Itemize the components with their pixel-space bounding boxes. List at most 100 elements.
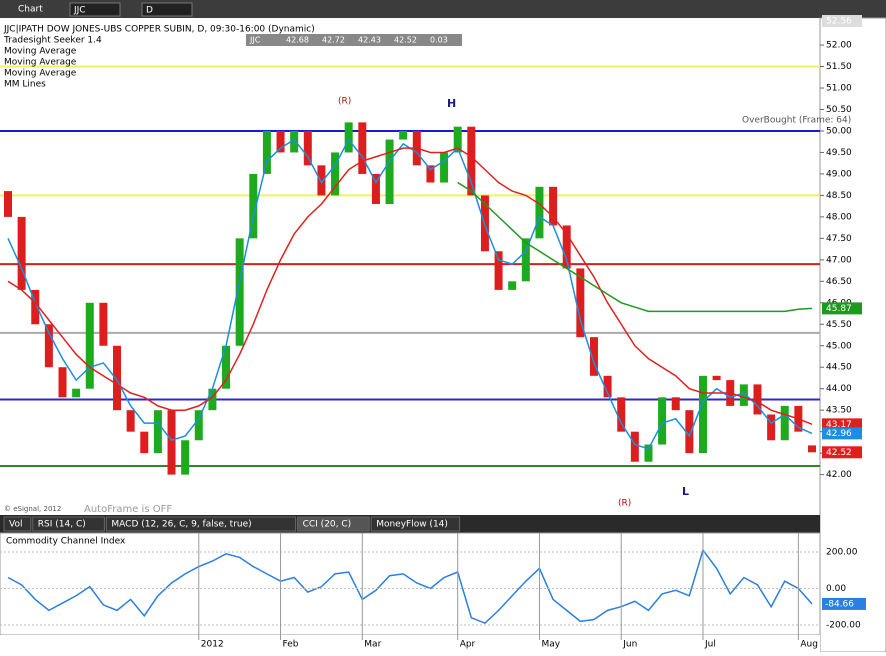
price-tag-label: 42.96 xyxy=(826,429,852,439)
candle xyxy=(644,444,653,462)
y-tick-label: 47.50 xyxy=(826,234,852,244)
tab-label[interactable]: MoneyFlow (14) xyxy=(376,520,448,530)
interval-box[interactable] xyxy=(141,2,193,17)
candle xyxy=(181,440,190,475)
price-tag-label: -84.66 xyxy=(825,599,854,609)
candle xyxy=(494,251,503,290)
y-tick-label: 52.00 xyxy=(826,41,852,51)
annotation: (R) xyxy=(618,499,631,509)
quote-value: 42.52 xyxy=(394,36,417,45)
tab[interactable] xyxy=(105,516,297,532)
x-tick-label: May xyxy=(541,640,560,650)
candle xyxy=(671,397,680,411)
candle xyxy=(617,397,626,432)
y-tick-label: 50.50 xyxy=(826,105,852,115)
y-tick-label: 51.50 xyxy=(826,62,852,72)
x-tick-label: Jul xyxy=(704,640,716,650)
x-tick-label: Feb xyxy=(283,640,299,650)
price-tag xyxy=(822,446,862,459)
candle xyxy=(767,414,776,441)
y-tick-label: 49.50 xyxy=(826,148,852,158)
price-tag-label: 45.87 xyxy=(826,304,852,314)
candle xyxy=(698,375,707,454)
chart-title: JJC|IPATH DOW JONES-UBS COPPER SUBIN, D,… xyxy=(3,25,315,35)
y-tick-label: 49.00 xyxy=(826,169,852,179)
price-pane xyxy=(0,18,820,515)
tab-label[interactable]: Vol xyxy=(9,520,22,530)
indicator-line xyxy=(457,181,813,313)
candle xyxy=(576,268,585,338)
legend-entry: Tradesight Seeker 1.4 xyxy=(3,36,102,46)
tab[interactable] xyxy=(370,516,461,532)
symbol[interactable]: JJC xyxy=(73,6,86,16)
legend-entry: Moving Average xyxy=(4,69,77,79)
tab[interactable] xyxy=(297,516,370,532)
y-tick-label: 44.00 xyxy=(826,384,852,394)
candle xyxy=(344,122,353,153)
candle xyxy=(290,130,299,153)
price-tag xyxy=(822,418,862,431)
legend-entry: Moving Average xyxy=(4,58,77,68)
y-tick-label: 46.50 xyxy=(826,277,852,287)
toolbar xyxy=(0,0,886,18)
tab-label[interactable]: MACD (12, 26, C, 9, false, true) xyxy=(111,520,251,530)
price-tag xyxy=(822,427,862,440)
date-axis xyxy=(0,635,820,652)
candle xyxy=(426,165,435,183)
candle xyxy=(399,130,408,140)
x-tick-label: Apr xyxy=(460,640,476,650)
candle xyxy=(630,431,639,462)
candle xyxy=(521,238,530,282)
axis-pane xyxy=(819,17,886,653)
quote-value: 42.43 xyxy=(358,36,381,45)
interval[interactable]: D xyxy=(146,6,153,16)
annotation: H xyxy=(447,97,456,110)
price-tag xyxy=(822,15,862,28)
annotation: AutoFrame is OFF xyxy=(84,504,172,515)
quote-value: 42.68 xyxy=(286,36,309,45)
candle xyxy=(589,337,598,376)
candle xyxy=(317,165,326,196)
y-tick-label: 48.00 xyxy=(826,212,852,222)
tab-label[interactable]: RSI (14, C) xyxy=(38,520,86,530)
candle xyxy=(222,345,231,389)
symbol-box[interactable] xyxy=(69,2,121,17)
candle xyxy=(153,410,162,454)
candle xyxy=(194,410,203,441)
candle xyxy=(17,216,26,290)
candle xyxy=(808,445,816,453)
candle xyxy=(562,225,571,269)
candle xyxy=(467,126,476,196)
tab[interactable] xyxy=(3,516,32,532)
price-tag-label: 42.52 xyxy=(826,448,852,458)
candle xyxy=(753,384,762,415)
candle xyxy=(371,173,380,204)
tab-label[interactable]: CCI (20, C) xyxy=(303,520,352,530)
annotation: (R) xyxy=(338,97,351,107)
price-tag xyxy=(822,302,862,315)
candle xyxy=(262,130,271,174)
tab[interactable] xyxy=(32,516,105,532)
price-tag xyxy=(822,597,866,610)
candle xyxy=(235,238,244,346)
quote-value: 0.03 xyxy=(430,36,448,45)
candle xyxy=(603,375,612,398)
candle xyxy=(739,384,748,406)
price-tag-label: 52.56 xyxy=(826,17,852,27)
candle xyxy=(140,431,149,454)
candle xyxy=(31,289,40,325)
candle xyxy=(208,388,217,411)
candle xyxy=(99,302,108,346)
candle xyxy=(249,173,258,239)
legend-entry: Moving Average xyxy=(4,47,77,57)
legend-entry: MM Lines xyxy=(4,80,46,90)
candle xyxy=(113,345,122,411)
y-tick-label: 200.00 xyxy=(826,547,858,557)
y-tick-label: 50.00 xyxy=(826,126,852,136)
indicator-line xyxy=(7,548,813,625)
pane-title: Commodity Channel Index xyxy=(6,537,126,547)
annotation: OverBought (Frame: 64) xyxy=(742,116,851,126)
candle xyxy=(72,388,81,398)
y-tick-label: 47.00 xyxy=(826,255,852,265)
